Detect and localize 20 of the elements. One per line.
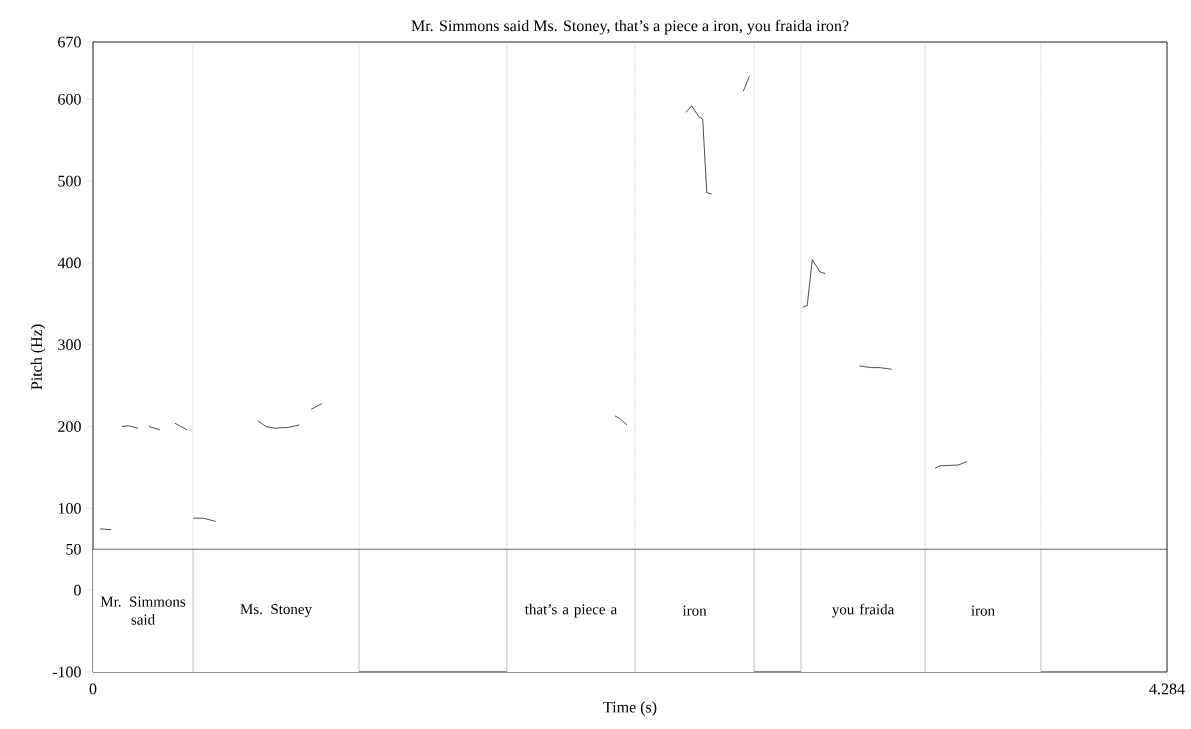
- y-tick-label: 670: [58, 36, 81, 48]
- y-tick-label: 50: [66, 543, 81, 555]
- y-tick-label: 400: [57, 257, 81, 269]
- y-tick-label: 100: [58, 502, 81, 514]
- band-label: you fraida: [831, 603, 895, 618]
- band-label: Ms. Stoney: [240, 604, 312, 618]
- chart-title: Mr. Simmons said Ms. Stoney, that’s a piece a iron, you fraida iron?: [411, 19, 849, 35]
- y-tick-label: 500: [58, 175, 81, 187]
- band-label: iron: [682, 605, 707, 616]
- y-tick-label: 300: [58, 339, 81, 351]
- y-tick-label: -100: [52, 666, 81, 678]
- y-tick-label: 0: [74, 584, 81, 596]
- y-tick-label: 200: [58, 421, 81, 432]
- band-label: iron: [971, 605, 995, 616]
- band-label: that’s a piece a: [524, 603, 617, 618]
- x-axis-title: Time (s): [603, 701, 657, 716]
- x-tick-label: 4.284: [1149, 683, 1185, 695]
- y-axis-title: Pitch (Hz): [30, 324, 46, 390]
- band-label: Mr. Simmons said: [100, 596, 186, 625]
- y-tick-label: 600: [58, 93, 81, 105]
